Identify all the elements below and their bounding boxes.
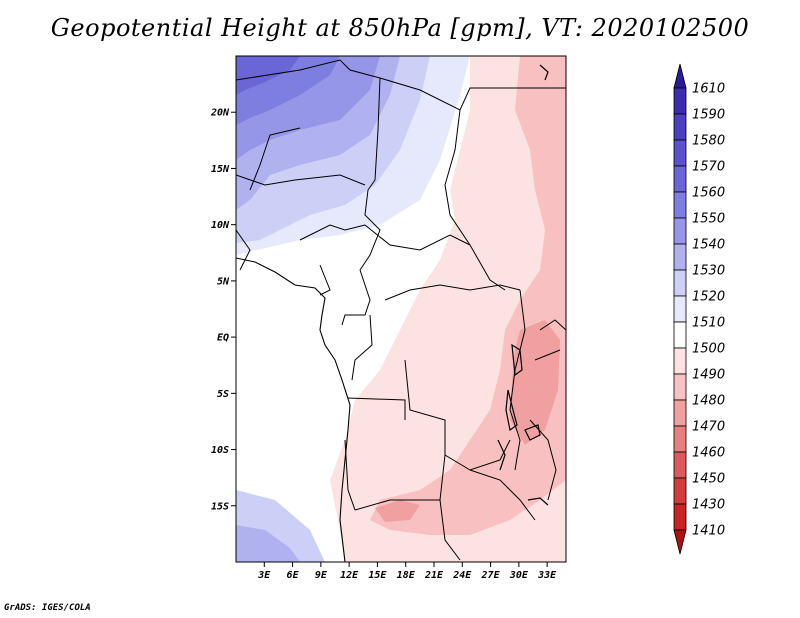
lon-tick-label: 24E (452, 570, 472, 581)
latitude-axis: 20N 15N 10N 5N EQ 5S 10S 15S (210, 108, 236, 512)
colorbar-swatch (673, 139, 687, 167)
lon-tick-label: 30E (509, 570, 529, 581)
lon-tick-label: 9E (315, 570, 328, 581)
colorbar-swatch (673, 477, 687, 505)
colorbar-swatch (673, 87, 687, 115)
colorbar-label: 1480 (692, 394, 725, 409)
lat-tick-label: 10S (211, 445, 229, 456)
colorbar-swatch (673, 243, 687, 271)
lon-tick-label: 15E (368, 570, 387, 581)
lat-tick-label: 20N (210, 108, 230, 119)
colorbar-bottom-arrow (673, 529, 687, 555)
lat-tick-label: 15N (211, 164, 230, 175)
longitude-axis: 3E 6E 9E 12E 15E 18E 21E 24E 27E 30E 33E (257, 562, 557, 581)
lon-tick-label: 33E (537, 570, 557, 581)
lat-tick-label: 5N (217, 276, 230, 287)
lon-tick-label: 18E (397, 570, 416, 581)
coastline (236, 257, 351, 562)
colorbar-swatch (673, 269, 687, 297)
colorbar-label: 1570 (692, 160, 725, 175)
colorbar-label: 1510 (692, 316, 725, 331)
colorbar-swatch (673, 425, 687, 453)
colorbar-swatch (673, 321, 687, 349)
colorbar-top-arrow (673, 63, 687, 89)
colorbar-swatch (673, 347, 687, 375)
lon-tick-label: 21E (424, 570, 444, 581)
colorbar-label: 1460 (692, 446, 725, 461)
lat-tick-label: EQ (217, 333, 229, 344)
band-sw-1530 (236, 525, 300, 562)
colorbar-swatch (673, 503, 687, 531)
lat-tick-label: 10N (211, 220, 230, 231)
colorbar-label: 1430 (692, 498, 725, 513)
country-borders (236, 59, 566, 561)
contour-field (236, 56, 566, 562)
colorbar-label: 1560 (692, 186, 725, 201)
lon-tick-label: 3E (257, 570, 271, 581)
lon-tick-label: 27E (481, 570, 501, 581)
colorbar-label: 1450 (692, 472, 725, 487)
colorbar-label: 1520 (692, 290, 725, 305)
footer-credit: GrADS: IGES/COLA (4, 603, 91, 613)
band-1480-1490 (510, 320, 560, 445)
colorbar-swatch (673, 399, 687, 427)
band-1480-south (375, 500, 420, 522)
colorbar-label: 1530 (692, 264, 725, 279)
colorbar-swatch (673, 451, 687, 479)
colorbar-label: 1410 (692, 524, 725, 539)
lat-tick-label: 5S (217, 389, 229, 400)
colorbar-swatch (673, 191, 687, 219)
colorbar-label: 1610 (692, 82, 725, 97)
lon-tick-label: 12E (340, 570, 359, 581)
colorbar-label: 1590 (692, 108, 725, 123)
page-title: Geopotential Height at 850hPa [gpm], VT:… (50, 14, 750, 42)
colorbar-label: 1490 (692, 368, 725, 383)
colorbar-label: 1540 (692, 238, 725, 253)
colorbar-swatch (673, 295, 687, 323)
colorbar-label: 1580 (692, 134, 725, 149)
colorbar-label: 1500 (692, 342, 725, 357)
lat-tick-label: 15S (211, 501, 229, 512)
colorbar-label: 1550 (692, 212, 725, 227)
lon-tick-label: 6E (287, 570, 300, 581)
colorbar-label: 1470 (692, 420, 725, 435)
colorbar-swatch (673, 373, 687, 401)
colorbar: 1610 1590 1580 1570 1560 1550 1540 1530 1520 1510… (673, 63, 725, 555)
colorbar-swatch (673, 113, 687, 141)
map-frame (235, 55, 567, 563)
colorbar-swatch (673, 217, 687, 245)
colorbar-swatch (673, 165, 687, 193)
lakes (497, 64, 549, 506)
